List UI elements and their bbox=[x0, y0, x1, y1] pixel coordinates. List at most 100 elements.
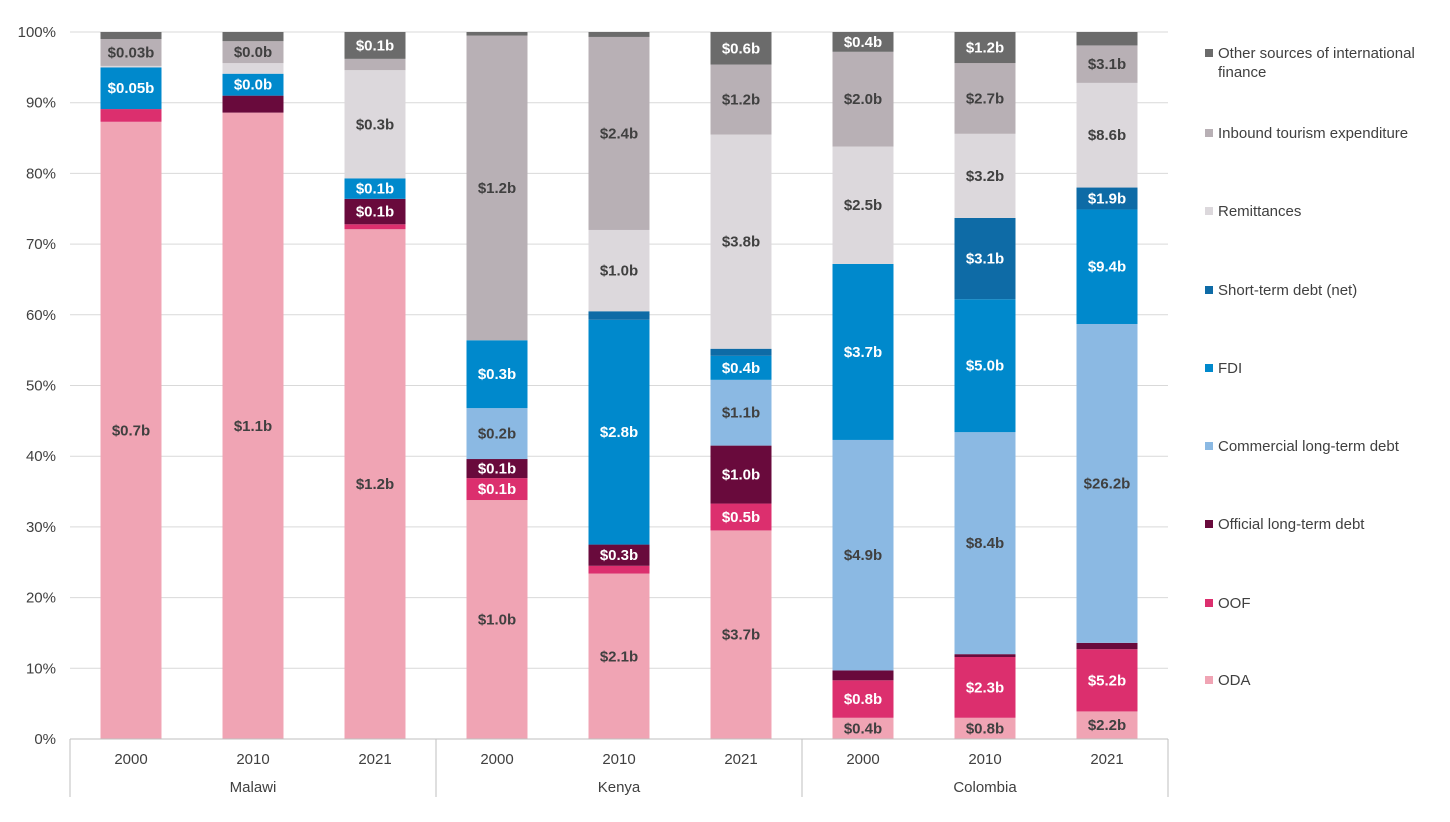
legend-label: OOF bbox=[1218, 595, 1251, 612]
bar-segment bbox=[222, 95, 284, 113]
data-label: $2.3b bbox=[966, 679, 1004, 696]
legend-label: Other sources of international finance bbox=[1218, 45, 1415, 81]
bar-segment bbox=[100, 121, 162, 739]
data-label: $3.7b bbox=[844, 344, 882, 361]
data-label: $0.8b bbox=[966, 720, 1004, 737]
data-label: $2.5b bbox=[844, 197, 882, 214]
bar-segment bbox=[466, 35, 528, 341]
bar-segment bbox=[588, 36, 650, 230]
legend-swatch bbox=[1205, 599, 1213, 607]
legend-item: OOF bbox=[1205, 594, 1445, 613]
legend-item: Remittances bbox=[1205, 202, 1445, 221]
bar-segment bbox=[954, 654, 1016, 657]
data-label: $9.4b bbox=[1088, 259, 1126, 276]
legend-swatch bbox=[1205, 676, 1213, 684]
data-label: $1.0b bbox=[722, 467, 760, 484]
data-label: $0.1b bbox=[356, 37, 394, 54]
bar-segment bbox=[954, 63, 1016, 134]
x-tick-label: 2021 bbox=[724, 751, 757, 768]
data-label: $0.0b bbox=[234, 77, 272, 94]
bar-segment bbox=[588, 229, 650, 312]
legend-item: Commercial long-term debt bbox=[1205, 437, 1445, 456]
data-label: $3.7b bbox=[722, 627, 760, 644]
bar-segment bbox=[100, 65, 162, 68]
bar-segment bbox=[832, 51, 894, 147]
y-tick-label: 80% bbox=[26, 165, 56, 182]
x-tick-label: 2021 bbox=[1090, 751, 1123, 768]
data-label: $0.6b bbox=[722, 40, 760, 57]
data-label: $2.0b bbox=[844, 91, 882, 108]
bar-segment bbox=[710, 32, 772, 65]
bar-segment bbox=[710, 503, 772, 531]
bar-segment bbox=[344, 58, 406, 71]
bar-segment bbox=[588, 544, 650, 566]
y-tick-label: 50% bbox=[26, 378, 56, 395]
data-label: $5.0b bbox=[966, 358, 1004, 375]
data-label: $0.1b bbox=[356, 181, 394, 198]
bar-segment bbox=[344, 32, 406, 59]
bar-segment bbox=[100, 32, 162, 40]
bar-segment bbox=[710, 64, 772, 135]
data-label: $4.9b bbox=[844, 547, 882, 564]
group-label: Kenya bbox=[598, 779, 641, 796]
bar-segment bbox=[1076, 45, 1138, 83]
y-tick-label: 90% bbox=[26, 95, 56, 112]
data-label: $0.7b bbox=[112, 422, 150, 439]
data-label: $1.1b bbox=[234, 418, 272, 435]
legend-label: Official long-term debt bbox=[1218, 516, 1365, 533]
legend-swatch bbox=[1205, 364, 1213, 372]
bar-segment bbox=[100, 109, 162, 122]
data-label: $0.05b bbox=[108, 80, 155, 97]
data-label: $3.1b bbox=[966, 251, 1004, 268]
legend-label: Short-term debt (net) bbox=[1218, 282, 1358, 299]
x-tick-label: 2010 bbox=[968, 751, 1001, 768]
data-label: $5.2b bbox=[1088, 672, 1126, 689]
bar-segment bbox=[466, 459, 528, 479]
bar-segment bbox=[710, 530, 772, 739]
bar-segment bbox=[1076, 649, 1138, 712]
bar-segment bbox=[1076, 323, 1138, 643]
legend-swatch bbox=[1205, 286, 1213, 294]
legend-label: ODA bbox=[1218, 672, 1251, 689]
data-label: $0.1b bbox=[478, 461, 516, 478]
data-label: $1.2b bbox=[966, 40, 1004, 57]
x-tick-label: 2000 bbox=[846, 751, 879, 768]
legend-label: Inbound tourism expenditure bbox=[1218, 125, 1409, 142]
bar-segment bbox=[954, 217, 1016, 300]
data-label: $1.2b bbox=[722, 92, 760, 109]
data-label: $0.4b bbox=[722, 360, 760, 377]
y-tick-label: 40% bbox=[26, 448, 56, 465]
y-tick-label: 0% bbox=[34, 731, 56, 748]
legend-label: Remittances bbox=[1218, 203, 1302, 220]
y-tick-label: 10% bbox=[26, 660, 56, 677]
legend-swatch bbox=[1205, 520, 1213, 528]
data-label: $0.4b bbox=[844, 720, 882, 737]
bar-segment bbox=[466, 408, 528, 460]
bar-segment bbox=[222, 73, 284, 96]
bar-segment bbox=[954, 656, 1016, 718]
bar-segment bbox=[588, 311, 650, 320]
data-label: $0.3b bbox=[478, 366, 516, 383]
data-label: $0.5b bbox=[722, 509, 760, 526]
bar-segment bbox=[954, 717, 1016, 739]
y-tick-label: 60% bbox=[26, 307, 56, 324]
data-label: $2.1b bbox=[600, 648, 638, 665]
bar-segment bbox=[344, 178, 406, 199]
data-label: $0.03b bbox=[108, 45, 155, 62]
bar-segment bbox=[954, 432, 1016, 655]
legend-label: FDI bbox=[1218, 360, 1243, 377]
legend-swatch bbox=[1205, 129, 1213, 137]
data-label: $0.3b bbox=[600, 547, 638, 564]
data-label: $3.1b bbox=[1088, 56, 1126, 73]
data-label: $1.2b bbox=[356, 476, 394, 493]
legend-swatch bbox=[1205, 207, 1213, 215]
data-label: $0.8b bbox=[844, 691, 882, 708]
data-label: $3.8b bbox=[722, 234, 760, 251]
x-tick-label: 2021 bbox=[358, 751, 391, 768]
bar-segment bbox=[954, 133, 1016, 218]
y-tick-label: 100% bbox=[18, 24, 56, 41]
x-tick-label: 2000 bbox=[114, 751, 147, 768]
bar-segment bbox=[832, 263, 894, 440]
legend-item: Inbound tourism expenditure bbox=[1205, 124, 1445, 143]
data-label: $2.4b bbox=[600, 125, 638, 142]
